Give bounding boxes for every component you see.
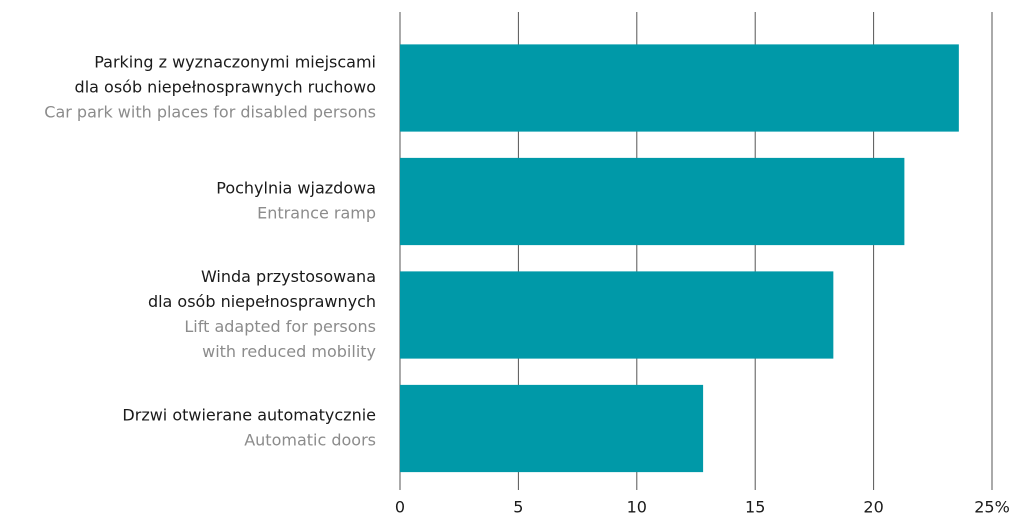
y-tick-label: dla osób niepełnosprawnych [148,292,376,311]
y-tick-label: Entrance ramp [257,204,376,223]
x-tick-label: 25% [974,498,1010,517]
y-tick-label: with reduced mobility [202,342,376,361]
y-tick-label: Car park with places for disabled person… [44,103,376,122]
y-tick-label: Pochylnia wjazdowa [216,179,376,198]
bar [400,157,905,246]
y-tick-label: dla osób niepełnosprawnych ruchowo [75,78,376,97]
bar [400,384,704,473]
bar [400,44,959,132]
bar [400,271,834,359]
x-tick-label: 15 [745,498,765,517]
x-tick-label: 20 [863,498,883,517]
x-tick-label: 0 [395,498,405,517]
y-tick-label: Lift adapted for persons [184,317,376,336]
x-tick-label: 5 [513,498,523,517]
y-tick-label: Automatic doors [244,431,376,450]
y-tick-label: Drzwi otwierane automatycznie [122,406,376,425]
x-tick-label: 10 [627,498,647,517]
y-tick-label: Parking z wyznaczonymi miejscami [94,53,376,72]
y-tick-label: Winda przystosowana [201,267,376,286]
